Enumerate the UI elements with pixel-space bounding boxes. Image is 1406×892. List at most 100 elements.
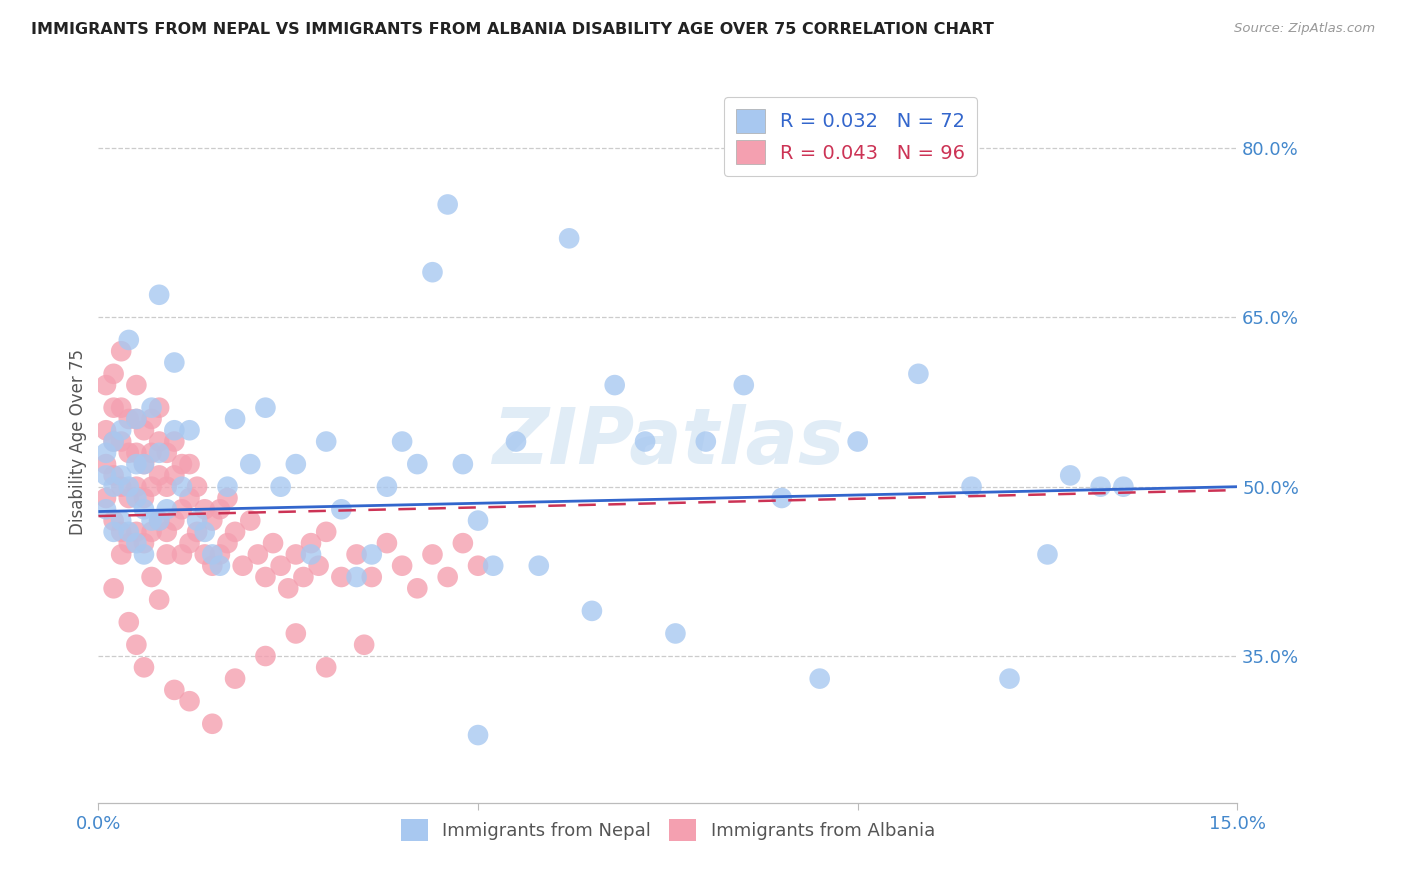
Point: [451, 457, 474, 471]
Point: [194, 548, 217, 562]
Point: [270, 558, 292, 573]
Point: [156, 446, 179, 460]
Point: [141, 570, 163, 584]
Point: [254, 570, 277, 584]
Point: [110, 548, 132, 562]
Point: [103, 582, 125, 596]
Point: [194, 524, 217, 539]
Point: [125, 412, 148, 426]
Point: [217, 480, 239, 494]
Point: [436, 197, 458, 211]
Point: [360, 570, 382, 584]
Point: [170, 502, 193, 516]
Point: [94, 502, 117, 516]
Point: [103, 401, 125, 415]
Point: [315, 524, 337, 539]
Point: [603, 378, 626, 392]
Point: [451, 536, 474, 550]
Point: [156, 480, 179, 494]
Point: [148, 592, 170, 607]
Point: [527, 558, 550, 573]
Point: [284, 457, 307, 471]
Point: [634, 434, 657, 449]
Point: [664, 626, 686, 640]
Point: [118, 446, 141, 460]
Point: [125, 480, 148, 494]
Point: [232, 558, 254, 573]
Point: [201, 558, 224, 573]
Point: [163, 514, 186, 528]
Point: [170, 457, 193, 471]
Point: [118, 480, 141, 494]
Point: [284, 626, 307, 640]
Point: [299, 536, 322, 550]
Point: [224, 524, 246, 539]
Point: [422, 265, 444, 279]
Point: [346, 570, 368, 584]
Point: [125, 536, 148, 550]
Point: [125, 378, 148, 392]
Point: [224, 412, 246, 426]
Point: [132, 457, 155, 471]
Point: [141, 514, 163, 528]
Point: [406, 582, 429, 596]
Point: [1059, 468, 1081, 483]
Point: [208, 548, 231, 562]
Point: [110, 514, 132, 528]
Point: [179, 694, 201, 708]
Y-axis label: Disability Age Over 75: Disability Age Over 75: [69, 349, 87, 534]
Point: [103, 480, 125, 494]
Point: [118, 412, 141, 426]
Point: [270, 480, 292, 494]
Point: [103, 434, 125, 449]
Point: [132, 491, 155, 505]
Point: [998, 672, 1021, 686]
Point: [170, 480, 193, 494]
Point: [262, 536, 284, 550]
Point: [110, 401, 132, 415]
Point: [292, 570, 315, 584]
Point: [346, 548, 368, 562]
Point: [148, 468, 170, 483]
Point: [125, 457, 148, 471]
Point: [141, 401, 163, 415]
Point: [208, 558, 231, 573]
Point: [315, 660, 337, 674]
Text: ZIPatlas: ZIPatlas: [492, 403, 844, 480]
Point: [330, 570, 353, 584]
Point: [581, 604, 603, 618]
Point: [375, 480, 398, 494]
Point: [94, 378, 117, 392]
Text: IMMIGRANTS FROM NEPAL VS IMMIGRANTS FROM ALBANIA DISABILITY AGE OVER 75 CORRELAT: IMMIGRANTS FROM NEPAL VS IMMIGRANTS FROM…: [31, 22, 994, 37]
Point: [467, 728, 489, 742]
Point: [141, 480, 163, 494]
Point: [156, 548, 179, 562]
Point: [125, 638, 148, 652]
Point: [118, 491, 141, 505]
Point: [163, 355, 186, 369]
Point: [558, 231, 581, 245]
Point: [118, 524, 141, 539]
Point: [391, 558, 413, 573]
Point: [201, 514, 224, 528]
Point: [132, 423, 155, 437]
Point: [846, 434, 869, 449]
Point: [186, 524, 208, 539]
Point: [254, 648, 277, 663]
Point: [163, 682, 186, 697]
Point: [505, 434, 527, 449]
Point: [132, 660, 155, 674]
Point: [1090, 480, 1112, 494]
Point: [467, 514, 489, 528]
Point: [148, 401, 170, 415]
Point: [217, 491, 239, 505]
Point: [125, 412, 148, 426]
Point: [141, 524, 163, 539]
Point: [94, 423, 117, 437]
Point: [94, 457, 117, 471]
Point: [436, 570, 458, 584]
Point: [132, 548, 155, 562]
Point: [110, 423, 132, 437]
Point: [808, 672, 831, 686]
Point: [110, 434, 132, 449]
